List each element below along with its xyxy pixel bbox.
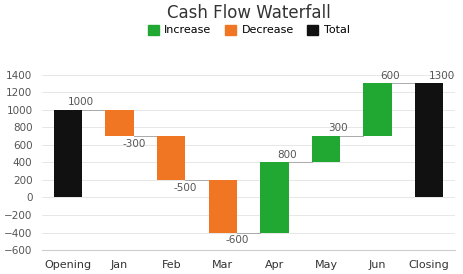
Bar xyxy=(106,110,134,136)
Bar xyxy=(312,136,340,162)
Title: Cash Flow Waterfall: Cash Flow Waterfall xyxy=(167,4,331,22)
Bar xyxy=(260,162,288,233)
Bar xyxy=(363,83,392,136)
Text: -600: -600 xyxy=(225,235,249,245)
Text: -500: -500 xyxy=(174,182,197,193)
Text: 1300: 1300 xyxy=(429,71,456,81)
Text: 300: 300 xyxy=(329,123,348,133)
Bar xyxy=(157,136,186,180)
Legend: Increase, Decrease, Total: Increase, Decrease, Total xyxy=(143,20,354,40)
Bar xyxy=(54,110,82,198)
Text: -300: -300 xyxy=(122,139,145,149)
Bar xyxy=(209,180,237,233)
Bar xyxy=(415,83,444,198)
Text: 1000: 1000 xyxy=(68,97,94,107)
Text: 800: 800 xyxy=(277,150,297,160)
Text: 600: 600 xyxy=(380,71,400,81)
